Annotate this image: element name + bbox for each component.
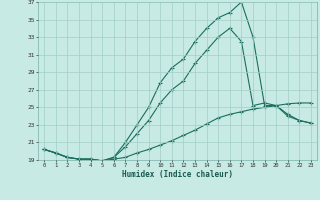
- X-axis label: Humidex (Indice chaleur): Humidex (Indice chaleur): [122, 170, 233, 179]
